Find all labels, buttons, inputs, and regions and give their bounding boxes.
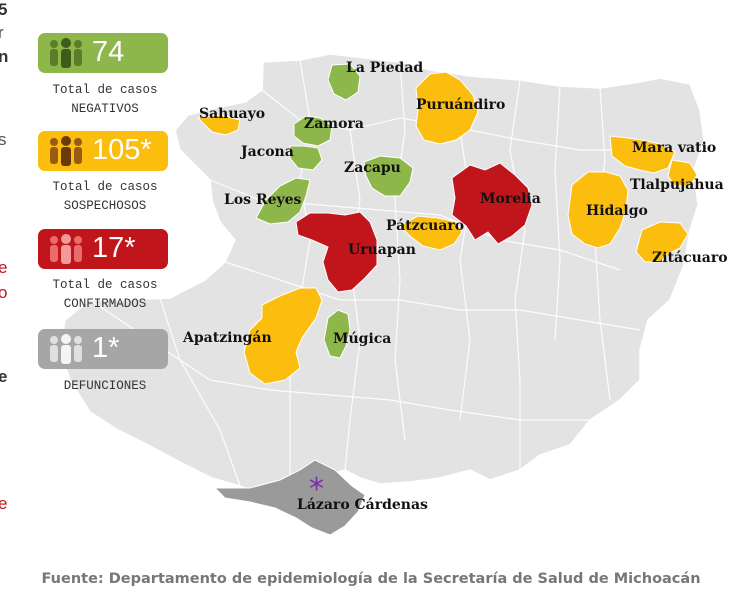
- label-mugica: Múgica: [333, 331, 392, 347]
- stat-negative-value: 74: [92, 36, 125, 68]
- label-patzcuaro: Pátzcuaro: [386, 218, 465, 234]
- stat-negative-caption: Total de casos NEGATIVOS: [52, 83, 158, 116]
- death-marker-asterisk: *: [309, 472, 324, 507]
- state-outline: [59, 53, 705, 496]
- stat-confirmed-value: 17*: [92, 232, 136, 264]
- region-uruapan: [295, 211, 378, 293]
- region-morelia: [451, 162, 533, 245]
- label-los-reyes: Los Reyes: [224, 192, 302, 208]
- label-apatzingan: Apatzingán: [183, 330, 272, 346]
- label-la-piedad: La Piedad: [346, 60, 424, 76]
- region-hidalgo: [567, 171, 629, 249]
- stat-suspect-value: 105*: [92, 134, 152, 166]
- label-morelia: Morelia: [480, 191, 541, 207]
- stat-suspect-box: 105*: [38, 131, 168, 171]
- region-tlalpujahua: [667, 159, 698, 187]
- people-group-icon: [50, 38, 82, 68]
- label-zamora: Zamora: [304, 116, 364, 132]
- cropped-text-fragment: n: [0, 47, 9, 66]
- region-zacapu: [363, 155, 414, 197]
- region-puruandiro: [415, 71, 479, 145]
- stat-deaths-box: 1*: [38, 329, 168, 369]
- label-tlalpujahua: Tlalpujahua: [630, 177, 724, 193]
- region-mugica: [323, 309, 351, 359]
- stat-confirmed-caption: Total de casos CONFIRMADOS: [52, 278, 158, 311]
- people-group-icon: [50, 234, 82, 264]
- cropped-text-fragment: e: [0, 494, 8, 513]
- region-zamora: [293, 115, 333, 147]
- cropped-text-fragment: e: [0, 367, 8, 386]
- cropped-text-fragment: s: [0, 130, 7, 149]
- region-apatzingan: [243, 287, 323, 385]
- label-sahuayo: Sahuayo: [199, 106, 266, 122]
- label-maravatio: Mara vatio: [632, 140, 717, 156]
- stat-deaths-caption: DEFUNCIONES: [63, 379, 147, 393]
- people-group-icon: [50, 334, 82, 364]
- region-patzcuaro: [399, 215, 463, 251]
- region-jacona: [289, 145, 323, 171]
- region-maravatio: [609, 135, 676, 174]
- label-jacona: Jacona: [241, 144, 294, 160]
- region-lazaro-cardenas: [213, 459, 366, 536]
- label-lazaro-cardenas: Lázaro Cárdenas: [297, 497, 428, 513]
- label-zacapu: Zacapu: [344, 160, 401, 176]
- label-puruandiro: Puruándiro: [416, 97, 506, 113]
- label-zitacuaro: Zitácuaro: [652, 250, 728, 266]
- people-group-icon: [50, 136, 82, 166]
- stat-negative-box: 74: [38, 33, 168, 73]
- cropped-text-fragment: r: [0, 23, 4, 42]
- stat-confirmed-box: 17*: [38, 229, 168, 269]
- label-uruapan: Uruapan: [348, 242, 416, 258]
- cropped-text-fragment: o: [0, 283, 8, 302]
- region-zitacuaro: [635, 221, 689, 263]
- region-los-reyes: [255, 177, 311, 225]
- stat-suspect-caption: Total de casos SOSPECHOSOS: [52, 180, 158, 213]
- region-sahuayo: [196, 114, 241, 136]
- cropped-text-fragment: e: [0, 258, 8, 277]
- label-hidalgo: Hidalgo: [586, 203, 648, 219]
- cropped-text-fragment: 5: [0, 0, 8, 19]
- region-la-piedad: [327, 63, 361, 101]
- stat-deaths-value: 1*: [92, 332, 120, 364]
- source-caption: Fuente: Departamento de epidemiología de…: [41, 571, 701, 587]
